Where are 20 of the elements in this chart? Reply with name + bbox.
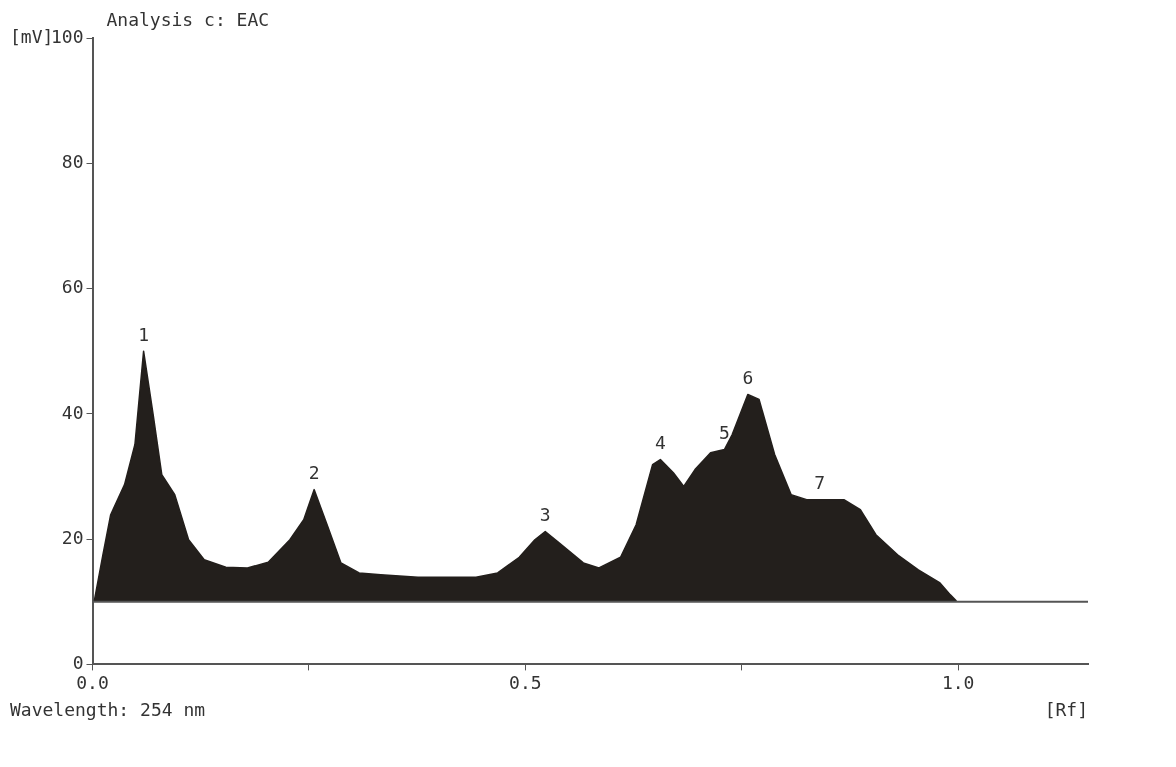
annotation: 4: [654, 432, 666, 454]
y-tick-label: 100: [51, 25, 84, 47]
annotation: 1: [138, 323, 150, 345]
annotation: 7: [814, 472, 826, 494]
text: Wavelength: 254 nm: [10, 699, 206, 721]
y-tick-label: 40: [61, 401, 84, 423]
y-tick-label: 80: [61, 150, 84, 172]
chart-title: Analysis c: EAC: [106, 8, 270, 30]
y-tick-label: 0: [72, 652, 84, 674]
annotation: 6: [742, 367, 754, 389]
y-tick-label: 60: [61, 276, 84, 298]
annotation: 2: [308, 462, 320, 484]
x-tick-label: 1.0: [941, 671, 975, 693]
y-tick-label: 20: [61, 526, 84, 548]
y-axis-title: [mV]: [10, 25, 54, 47]
x-tick-label: 0.0: [76, 671, 109, 693]
annotation: 3: [539, 504, 551, 526]
x-tick-label: 0.5: [509, 671, 542, 693]
annotation: 5: [719, 422, 730, 444]
x-axis-title: [Rf]: [1044, 699, 1088, 721]
